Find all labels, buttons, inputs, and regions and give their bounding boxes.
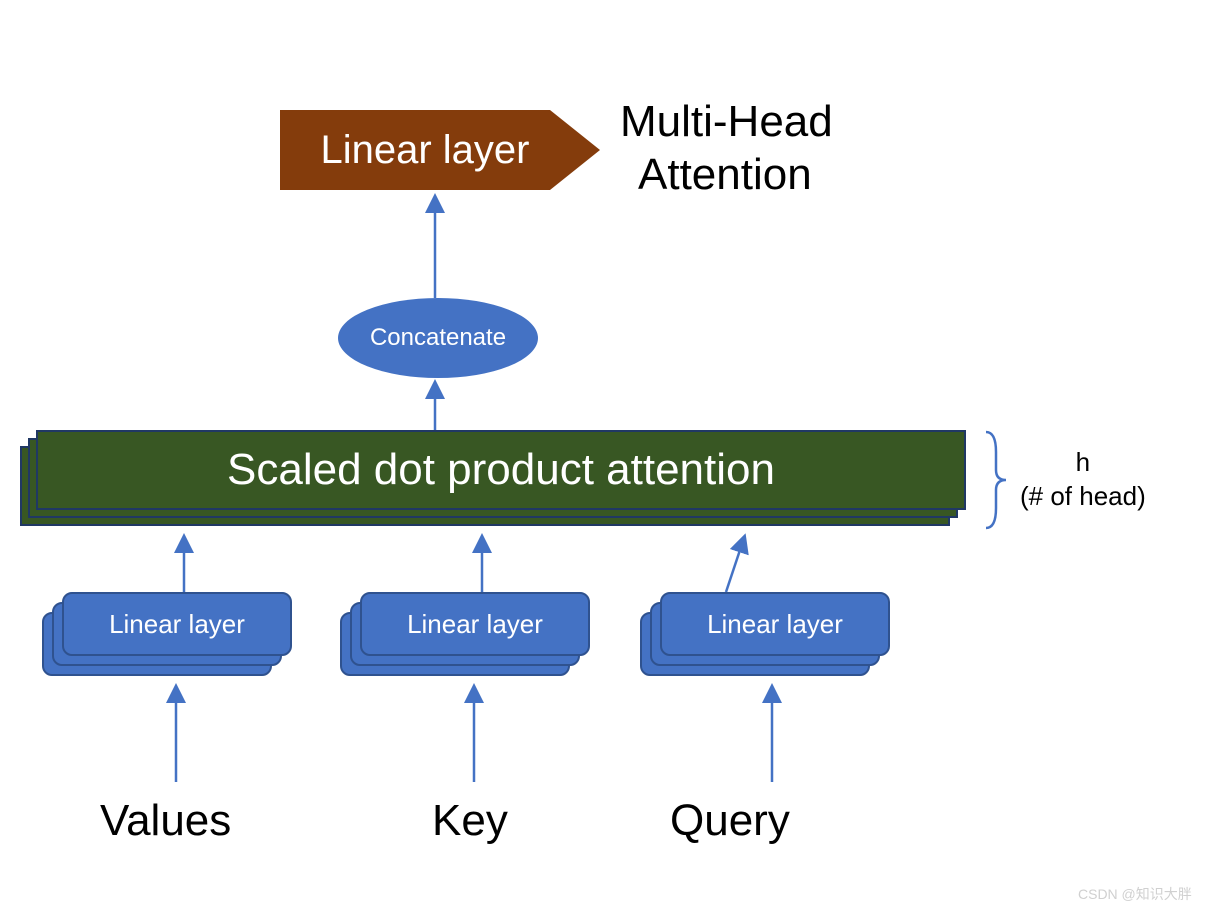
linear-key-front: Linear layer xyxy=(360,592,590,656)
linear-key-label: Linear layer xyxy=(407,609,543,640)
linear-query-label: Linear layer xyxy=(707,609,843,640)
linear-layer-top-label: Linear layer xyxy=(320,128,559,173)
watermark: CSDN @知识大胖 xyxy=(1078,884,1192,904)
values-input-label: Values xyxy=(100,796,231,846)
multi-head-attention-diagram: Linear layer Multi-Head Attention Concat… xyxy=(0,0,1215,906)
query-input-label: Query xyxy=(670,796,790,846)
brace-icon xyxy=(984,432,1014,528)
key-input-label: Key xyxy=(432,796,508,846)
sdpa-stack-front: Scaled dot product attention xyxy=(36,430,966,510)
linear-values-front: Linear layer xyxy=(62,592,292,656)
concatenate-label: Concatenate xyxy=(370,324,506,352)
linear-query-front: Linear layer xyxy=(660,592,890,656)
concatenate-node: Concatenate xyxy=(338,298,538,378)
h-annotation: h (# of head) xyxy=(1020,446,1146,514)
linear-values-label: Linear layer xyxy=(109,609,245,640)
h-line2: (# of head) xyxy=(1020,480,1146,514)
sdpa-label: Scaled dot product attention xyxy=(227,445,775,495)
edge-query-to-sdpa xyxy=(726,538,744,592)
h-line1: h xyxy=(1020,446,1146,480)
